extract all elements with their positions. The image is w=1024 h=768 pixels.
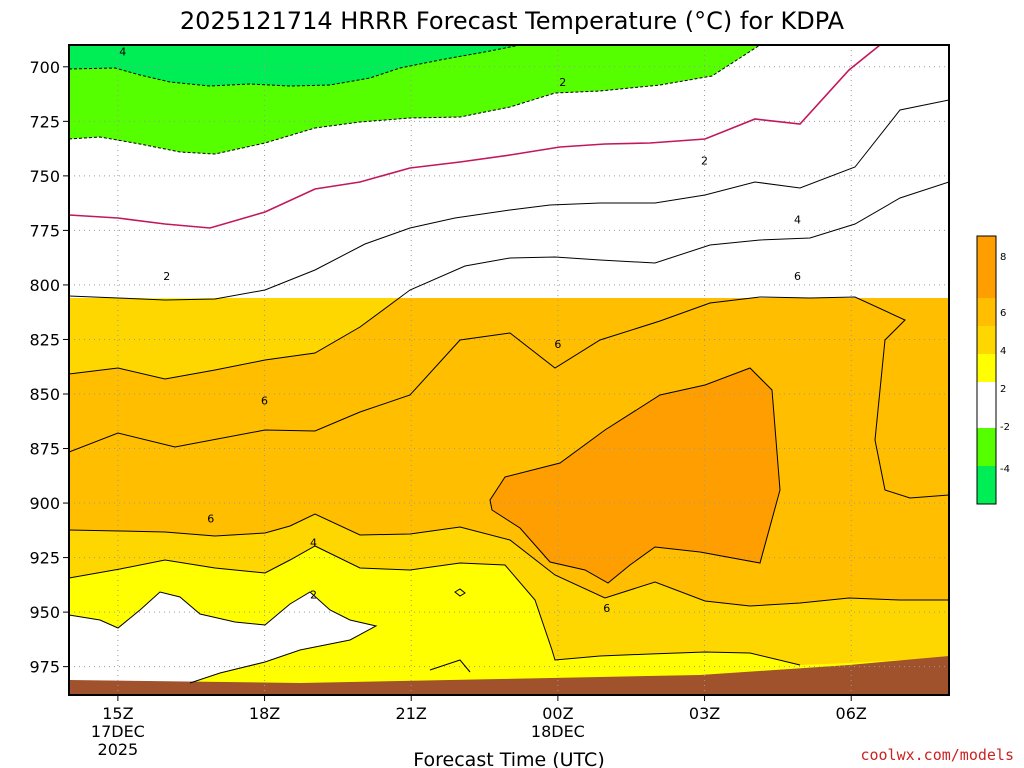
contour-2-bump xyxy=(429,659,471,673)
contour-2-pocket xyxy=(69,591,378,684)
colorbar-label: 8 xyxy=(1000,252,1006,263)
x-tick-date: 18DEC xyxy=(531,722,585,741)
y-tick-label: 700 xyxy=(29,58,60,77)
band-m4-m2 xyxy=(69,45,520,86)
y-tick-label: 850 xyxy=(29,385,60,404)
contour-m2 xyxy=(69,45,761,155)
colorbar-swatch xyxy=(977,298,996,326)
colorbar-label: -2 xyxy=(1000,422,1010,433)
contour-2-islet xyxy=(454,588,466,597)
colorbar-swatch xyxy=(977,466,996,504)
colorbar-swatch xyxy=(977,236,996,270)
x-tick-label: 06Z xyxy=(836,704,867,723)
colorbar-swatch xyxy=(977,270,996,298)
x-tick-date: 17DEC xyxy=(91,722,145,741)
contour-label: 2 xyxy=(163,270,170,283)
contour-lines xyxy=(69,45,949,684)
x-axis-label: Forecast Time (UTC) xyxy=(413,749,604,768)
contour-label: 2 xyxy=(559,76,566,89)
y-tick-label: 900 xyxy=(29,494,60,513)
y-tick-label: 925 xyxy=(29,549,60,568)
contour-label: 2 xyxy=(701,155,708,168)
contour-label: 4 xyxy=(794,213,801,226)
x-tick-label: 03Z xyxy=(689,704,720,723)
contour-label: 6 xyxy=(603,602,610,615)
colorbar-label: -4 xyxy=(1000,464,1010,475)
y-tick-label: 950 xyxy=(29,603,60,622)
y-tick-label: 825 xyxy=(29,330,60,349)
contour-m4 xyxy=(69,45,521,87)
contour-label: 6 xyxy=(261,395,268,408)
contour-4 xyxy=(69,181,949,380)
colorbar-label: 4 xyxy=(1000,346,1006,357)
y-axis: 700 725 750 775 800 825 850 875 900 925 950 975 xyxy=(29,58,69,677)
grid xyxy=(69,45,949,695)
contour-label: 4 xyxy=(310,536,317,549)
contour-labels: 4 2 2 4 6 2 6 6 6 4 2 6 xyxy=(119,46,801,615)
y-tick-label: 875 xyxy=(29,440,60,459)
y-tick-label: 750 xyxy=(29,167,60,186)
contour-8 xyxy=(489,367,781,584)
x-tick-year: 2025 xyxy=(98,740,139,759)
y-tick-label: 975 xyxy=(29,658,60,677)
colorbar-swatch xyxy=(977,382,996,428)
y-tick-label: 725 xyxy=(29,112,60,131)
x-tick-label: 00Z xyxy=(542,704,573,723)
contour-2 xyxy=(69,99,949,301)
chart-title: 2025121714 HRRR Forecast Temperature (°C… xyxy=(180,7,845,35)
x-tick-label: 21Z xyxy=(396,704,427,723)
contour-0 xyxy=(69,45,881,229)
band-0-2-pocket-left xyxy=(69,592,376,683)
colorbar-frame xyxy=(976,235,997,505)
contour-label: 6 xyxy=(554,338,561,351)
ground xyxy=(69,656,949,695)
colorbar: 8 6 4 2 -2 -4 xyxy=(976,235,1010,505)
x-tick-label: 18Z xyxy=(249,704,280,723)
contour-6 xyxy=(69,296,949,499)
plot-frame xyxy=(68,44,950,696)
contour-6-low xyxy=(69,513,949,607)
y-tick-label: 775 xyxy=(29,221,60,240)
colorbar-swatch xyxy=(977,428,996,466)
contour-label: 2 xyxy=(310,589,317,602)
site-credit: coolwx.com/models xyxy=(860,746,1014,764)
band-8-plus xyxy=(490,368,780,583)
x-tick-label: 15Z xyxy=(102,704,133,723)
contour-label: 6 xyxy=(207,512,214,525)
band-2-4-low xyxy=(69,546,949,695)
contour-4-low xyxy=(69,545,801,666)
contour-label: 4 xyxy=(119,46,126,59)
colorbar-label: 6 xyxy=(1000,308,1006,319)
y-tick-label: 800 xyxy=(29,276,60,295)
colorbar-swatch xyxy=(977,326,996,354)
colorbar-label: 2 xyxy=(1000,384,1006,395)
filled-contours xyxy=(69,45,949,695)
contour-label: 6 xyxy=(794,270,801,283)
colorbar-swatch xyxy=(977,354,996,382)
